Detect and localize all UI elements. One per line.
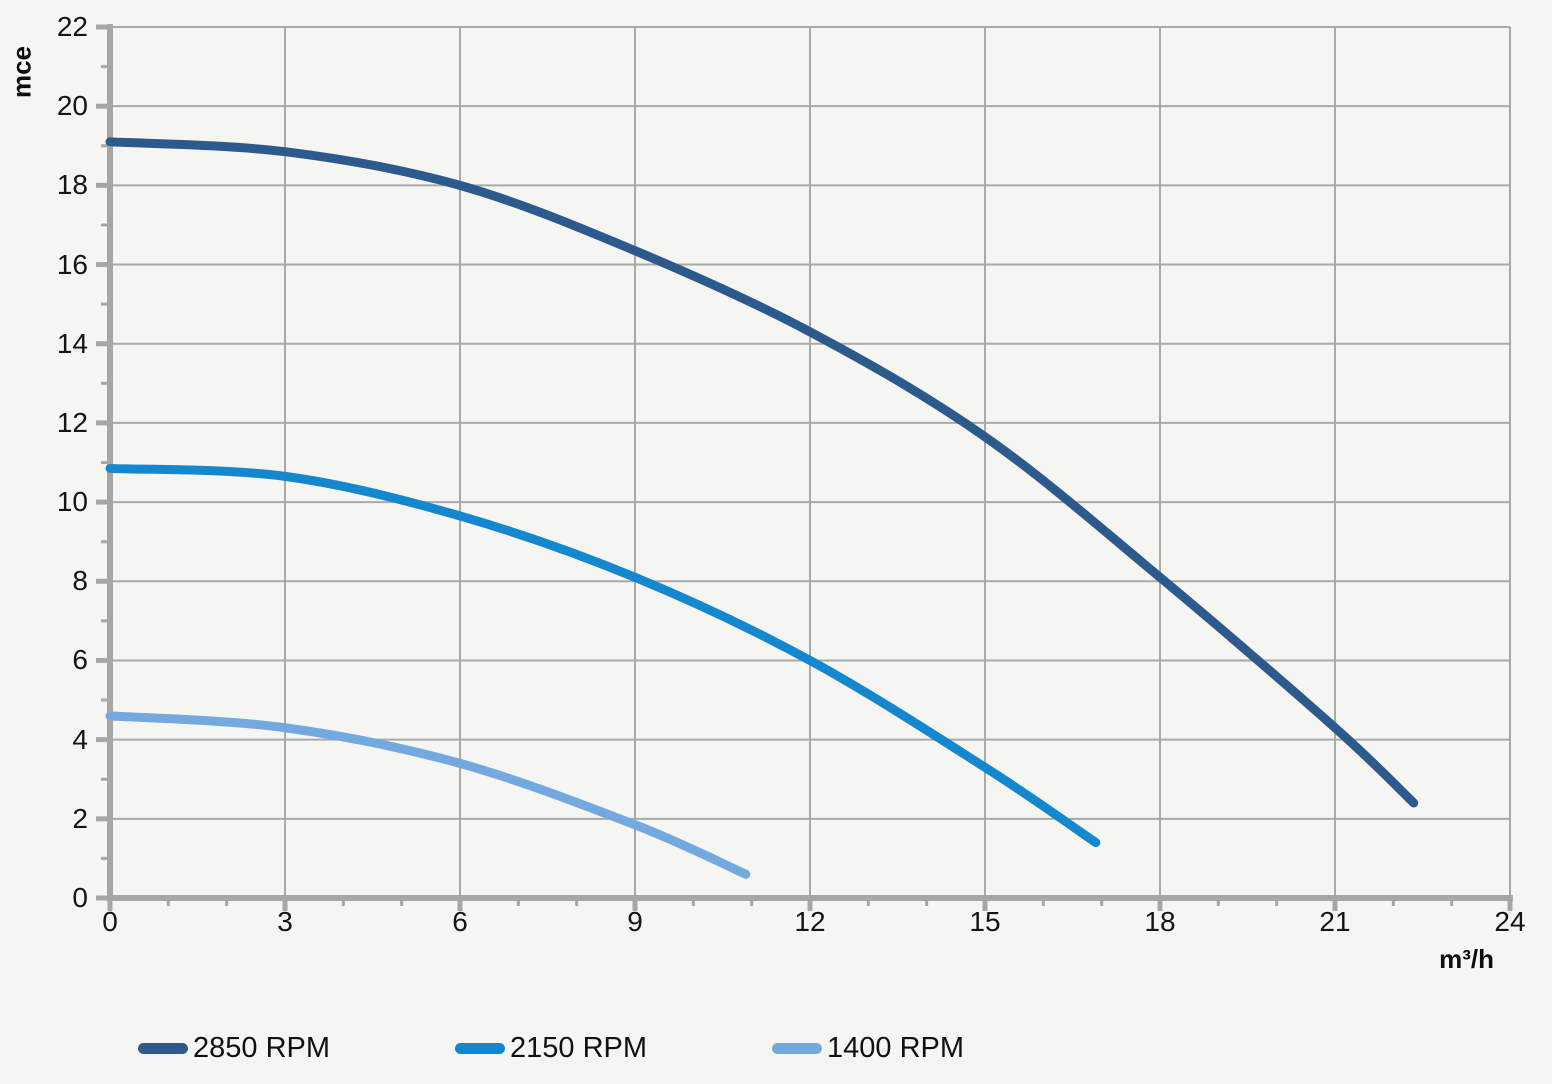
x-axis-label: m³/h <box>1439 944 1494 974</box>
x-tick-label: 6 <box>452 906 468 937</box>
y-tick-label: 4 <box>72 723 88 755</box>
x-tick-label: 3 <box>277 906 293 937</box>
x-tick-label: 21 <box>1319 906 1351 937</box>
y-tick-label: 20 <box>56 90 88 122</box>
legend-swatch-1400rpm <box>772 1042 822 1054</box>
y-tick-label: 16 <box>56 248 88 280</box>
legend-label-2850rpm: 2850 RPM <box>193 1031 331 1064</box>
legend-swatch-2150rpm <box>455 1042 505 1054</box>
x-tick-label: 12 <box>794 906 826 937</box>
y-tick-label: 22 <box>56 11 88 42</box>
x-tick-label: 18 <box>1144 906 1176 937</box>
legend-item-2850rpm: 2850 RPM <box>138 1029 330 1067</box>
y-tick-label: 2 <box>72 802 88 834</box>
y-tick-label: 0 <box>72 882 88 913</box>
legend-swatch-2850rpm <box>138 1042 188 1054</box>
y-tick-label: 12 <box>56 406 88 438</box>
y-tick-label: 8 <box>72 565 88 597</box>
y-tick-label: 10 <box>56 486 88 518</box>
legend-label-1400rpm: 1400 RPM <box>827 1031 965 1064</box>
x-tick-label: 9 <box>627 906 643 937</box>
y-tick-label: 6 <box>72 644 88 676</box>
y-tick-label: 14 <box>56 327 88 359</box>
legend-label-2150rpm: 2150 RPM <box>510 1031 648 1064</box>
y-tick-label: 18 <box>56 169 88 201</box>
x-tick-label: 0 <box>102 906 118 937</box>
series-curve-2850-rpm <box>105 137 1419 808</box>
series-curve-2150-rpm <box>105 463 1101 848</box>
legend-item-1400rpm: 1400 RPM <box>772 1029 964 1067</box>
x-tick-label: 15 <box>969 906 1001 937</box>
x-tick-label: 24 <box>1494 906 1526 937</box>
series-curve-1400-rpm <box>105 711 751 879</box>
y-axis-label: mce <box>6 45 37 99</box>
legend-item-2150rpm: 2150 RPM <box>455 1029 647 1067</box>
